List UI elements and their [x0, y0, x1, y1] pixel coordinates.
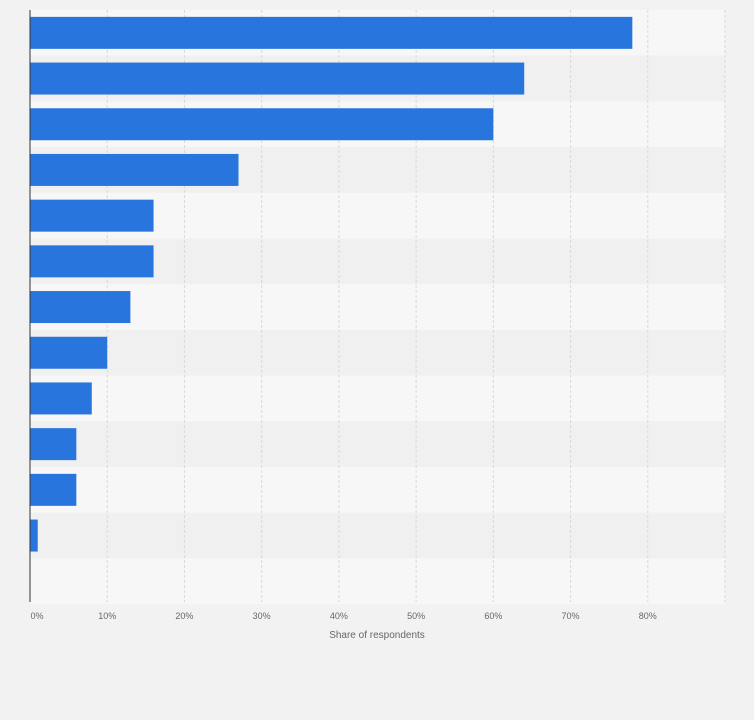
bar — [30, 291, 131, 324]
x-tick-label: 20% — [175, 611, 193, 621]
row-band — [30, 375, 725, 422]
row-band — [30, 512, 725, 559]
bars — [30, 16, 633, 552]
x-tick-label: 40% — [330, 611, 348, 621]
bar — [30, 108, 494, 141]
bar — [30, 519, 38, 552]
x-tick-label: 70% — [562, 611, 580, 621]
x-axis-title: Share of respondents — [329, 630, 425, 641]
x-tick-label: 80% — [639, 611, 657, 621]
bar — [30, 336, 108, 369]
row-band — [30, 467, 725, 513]
row-band — [30, 329, 725, 376]
x-tick-label: 60% — [484, 611, 502, 621]
row-bands — [30, 10, 725, 605]
bar — [30, 199, 154, 232]
bar — [30, 245, 154, 278]
row-band — [30, 421, 725, 467]
row-band — [30, 558, 725, 605]
x-tick-label: 10% — [98, 611, 116, 621]
x-axis-ticks: 0% 10% 20% 30% 40% 50% 60% 70% 80% — [30, 611, 656, 621]
x-tick-label: 30% — [253, 611, 271, 621]
x-tick-label: 50% — [407, 611, 425, 621]
x-tick-label: 0% — [30, 611, 43, 621]
bar — [30, 473, 77, 506]
bar — [30, 62, 525, 95]
bar — [30, 16, 633, 49]
bar — [30, 153, 239, 186]
row-band — [30, 284, 725, 330]
bar — [30, 382, 92, 415]
bar — [30, 428, 77, 461]
